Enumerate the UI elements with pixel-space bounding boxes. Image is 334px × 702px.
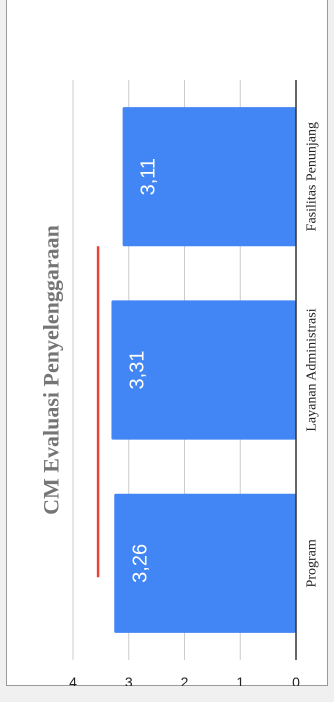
y-tick-label: 4 — [69, 674, 77, 686]
value-label: 3,26 — [129, 544, 151, 583]
value-labels: 3,26 3,31 3,11 — [126, 158, 159, 583]
bar — [122, 107, 297, 247]
y-tick-label: 2 — [181, 674, 189, 686]
bar-chart: 0 1 2 3 4 Program Layanan Administrasi Fasilit… — [39, 80, 320, 686]
bar — [114, 493, 296, 633]
chart-frame: 0 1 2 3 4 Program Layanan Administrasi Fasilit… — [6, 0, 328, 686]
category-label: Layanan Administrasi — [305, 308, 320, 431]
category-label: Program — [305, 539, 320, 587]
value-label: 3,11 — [138, 158, 160, 195]
y-tick-label: 1 — [236, 674, 244, 686]
value-label: 3,31 — [126, 351, 148, 390]
category-labels: Program Layanan Administrasi Fasilitas Pen… — [305, 122, 320, 587]
y-tick-label: 0 — [292, 674, 300, 686]
bars — [111, 107, 297, 633]
category-label: Fasilitas Penunjang — [305, 122, 320, 231]
bar — [111, 300, 296, 440]
chart-title: CM Evaluasi Penyelenggaraan — [39, 225, 64, 515]
y-tick-label: 3 — [125, 674, 133, 686]
y-tick-labels: 0 1 2 3 4 — [69, 674, 300, 686]
